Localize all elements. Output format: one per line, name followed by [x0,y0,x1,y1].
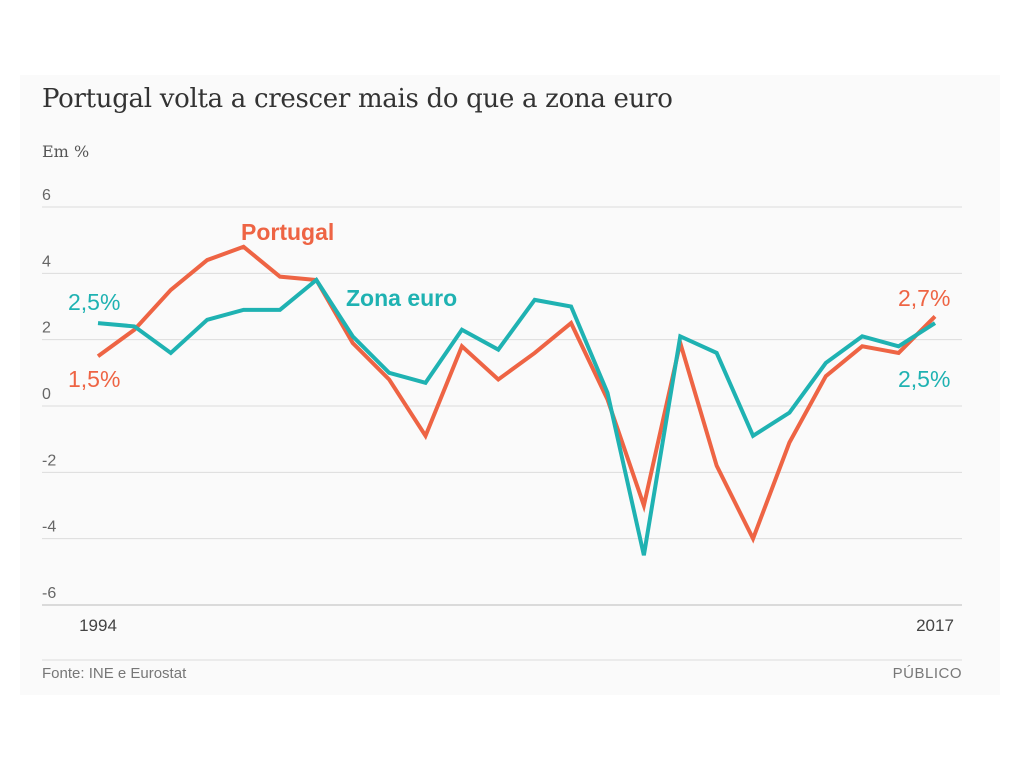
y-tick-label: 6 [42,187,51,204]
y-axis-unit-label: Em % [42,142,90,161]
series-line-zona-euro [97,276,937,556]
end-value-label-zona-euro: 2,5% [898,366,950,392]
y-tick-label: -2 [42,452,56,469]
series-label-zona-euro: Zona euro [346,285,457,311]
series-line-portugal [96,244,937,544]
y-tick-label: 0 [42,386,51,403]
chart-title: Portugal volta a crescer mais do que a z… [42,84,673,114]
end-value-label-portugal: 2,7% [898,285,950,311]
x-tick-label: 2017 [916,616,954,635]
chart-card [20,75,1000,695]
series-label-portugal: Portugal [241,219,334,245]
brand-logo-text: PÚBLICO [892,665,962,682]
start-value-label-zona-euro: 2,5% [68,289,120,315]
y-tick-label: -4 [42,519,56,536]
y-tick-label: 4 [42,253,51,270]
y-tick-label: 2 [42,320,51,337]
y-tick-label: -6 [42,585,56,602]
start-value-label-portugal: 1,5% [68,366,120,392]
x-tick-label: 1994 [79,616,117,635]
source-note: Fonte: INE e Eurostat [42,665,187,682]
